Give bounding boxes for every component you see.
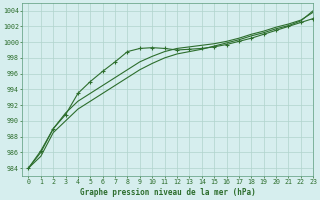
X-axis label: Graphe pression niveau de la mer (hPa): Graphe pression niveau de la mer (hPa) — [80, 188, 256, 197]
